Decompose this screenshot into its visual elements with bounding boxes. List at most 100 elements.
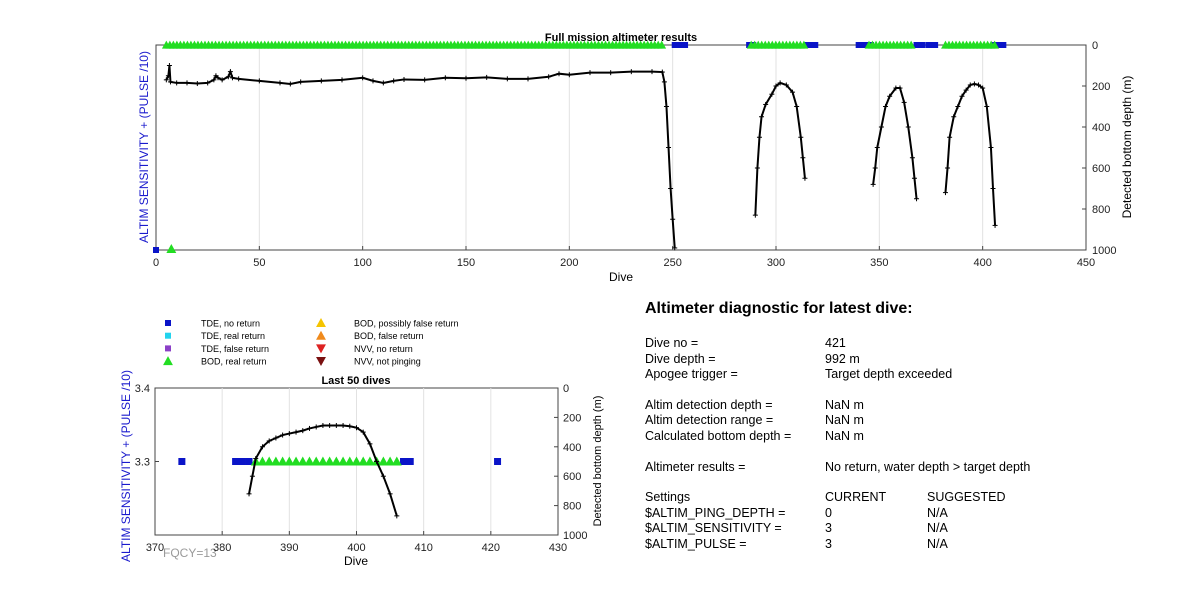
bod-real-return-marker [257,456,268,466]
bod-real-return-marker [338,456,349,466]
depth-point [790,89,796,95]
legend-item: NVV, not pinging [316,357,421,367]
x-tick-label: 450 [1077,257,1095,269]
y-tick-label: 600 [1092,163,1110,175]
tde-no-return-marker [238,458,246,465]
depth-point [370,78,376,84]
y-tick-label: 400 [1092,122,1110,134]
depth-point [298,79,304,85]
depth-point [769,91,775,97]
depth-point [992,222,998,228]
depth-point [367,441,373,447]
bod-real-return-marker [378,456,389,466]
y-tick-label: 3.3 [135,457,150,469]
x-tick-label: 200 [560,257,578,269]
top-x-axis-label: Dive [609,270,633,284]
bod-real-return-marker [364,456,375,466]
depth-point [872,165,878,171]
diag-key: Altimeter results = [645,459,746,474]
x-tick-label: 430 [549,542,567,554]
setting-current: 3 [825,536,832,551]
depth-point [246,491,252,497]
depth-point [773,83,779,89]
x-tick-label: 150 [457,257,475,269]
legend-label: BOD, real return [201,357,267,367]
depth-point [951,114,957,120]
current-header: CURRENT [825,490,887,505]
depth-point [229,75,235,81]
bod-real-return-marker [304,456,315,466]
tde-no-return-marker [406,458,414,465]
x-tick-label: 250 [663,257,681,269]
depth-point [556,71,562,77]
depth-point [897,85,903,91]
bod-real-return-marker [344,456,355,466]
depth-point [670,216,676,222]
suggested-header: SUGGESTED [927,490,1006,505]
depth-point [219,77,225,83]
setting-suggested: N/A [927,536,948,551]
depth-point [546,74,552,80]
depth-point [293,429,299,435]
bod-real-return-marker [277,456,288,466]
depth-point [759,114,765,120]
depth-point [266,438,272,444]
diag-row: Dive depth = 992 m [645,352,1185,368]
diag-row: Altimeter results = No return, water dept… [645,460,1185,476]
depth-point [339,77,345,83]
depth-point [340,422,346,428]
depth-point [914,196,920,202]
depth-point [945,165,951,171]
bod-real-return-marker [331,456,342,466]
diag-row: Calculated bottom depth = NaN m [645,429,1185,445]
depth-point [901,99,907,105]
x-tick-label: 380 [213,542,231,554]
depth-point [286,431,292,437]
legend-square-icon [165,320,171,326]
legend-label: BOD, possibly false return [354,319,459,329]
x-tick-label: 50 [253,257,265,269]
diag-row: Altim detection range = NaN m [645,413,1185,429]
depth-line [248,424,398,517]
x-tick-label: 0 [153,257,159,269]
depth-point [754,165,760,171]
bod-real-return-marker [291,456,301,466]
depth-point [878,124,884,130]
legend-item: BOD, false return [316,330,424,341]
legend-item: BOD, possibly false return [316,318,459,329]
depth-point [256,78,262,84]
legend-triangle-icon [316,344,326,354]
depth-point [794,104,800,109]
top-chart-title: Full mission altimeter results [545,32,697,44]
x-tick-label: 410 [414,542,432,554]
depth-point [225,74,231,80]
x-tick-label: 390 [280,542,298,554]
depth-point [942,190,948,196]
depth-point [802,175,808,181]
depth-point [215,75,221,81]
depth-point [211,77,217,83]
legend-item: TDE, real return [165,331,265,341]
bod-real-return-marker [317,456,328,466]
depth-point [661,79,667,85]
legend-item: BOD, real return [163,356,267,367]
x-tick-label: 400 [973,257,991,269]
depth-point [963,87,969,93]
depth-point [911,175,917,181]
legend-item: TDE, false return [165,344,269,354]
y-tick-label: 800 [563,501,581,513]
bod-real-return-marker [385,456,396,466]
x-tick-label: 420 [482,542,500,554]
bottom-right-axis-label: Detected bottom depth (m) [592,396,604,527]
depth-point [194,81,200,87]
legend-item: NVV, no return [316,344,413,354]
tde-no-return-marker [232,458,240,465]
setting-current: 3 [825,521,832,536]
depth-point [649,69,655,75]
bod-real-return-marker [284,456,295,466]
depth-point [354,425,359,431]
y-tick-label: 0 [1092,40,1098,52]
depth-point [387,491,393,497]
depth-point [668,186,674,191]
y-tick-label: 800 [1092,204,1110,216]
